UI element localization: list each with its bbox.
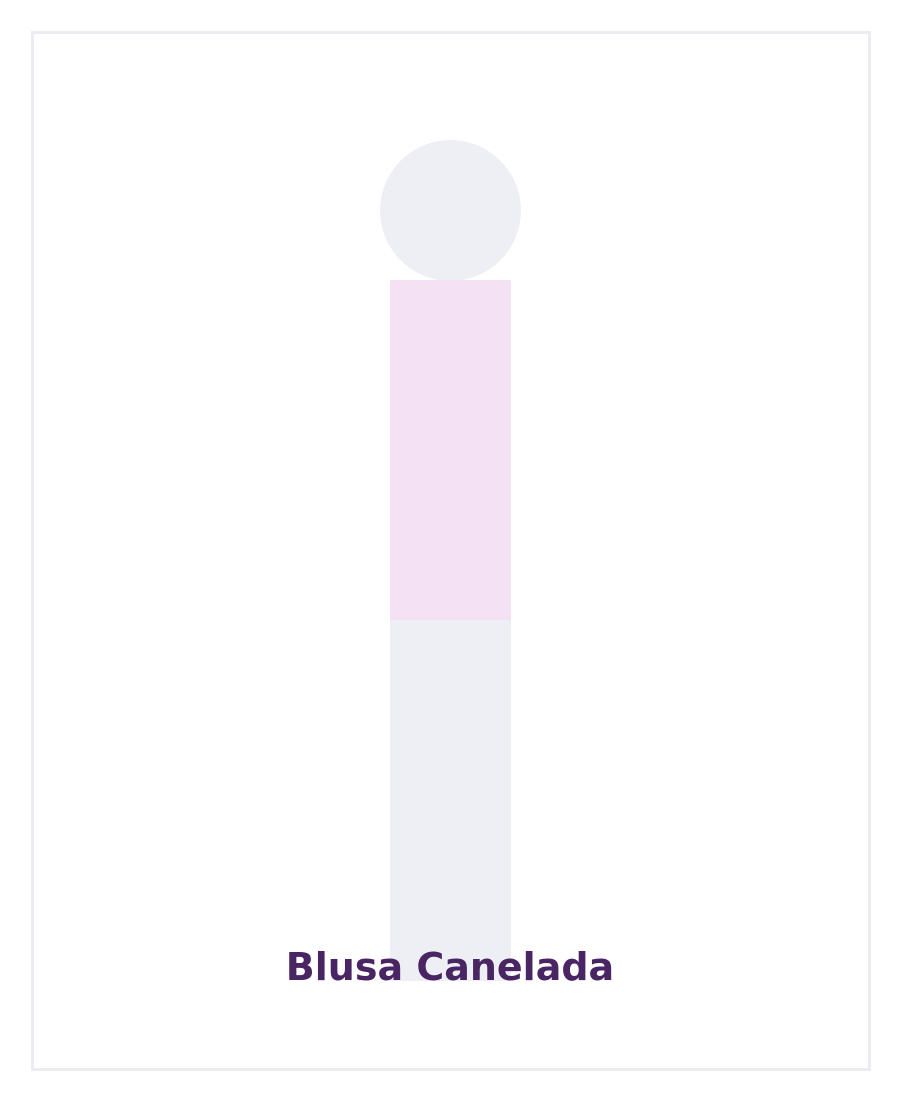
mannequin-head <box>380 140 521 281</box>
mannequin-legs <box>390 620 511 981</box>
product-title: Blusa Canelada <box>285 945 615 989</box>
mannequin-torso-garment <box>390 280 511 620</box>
